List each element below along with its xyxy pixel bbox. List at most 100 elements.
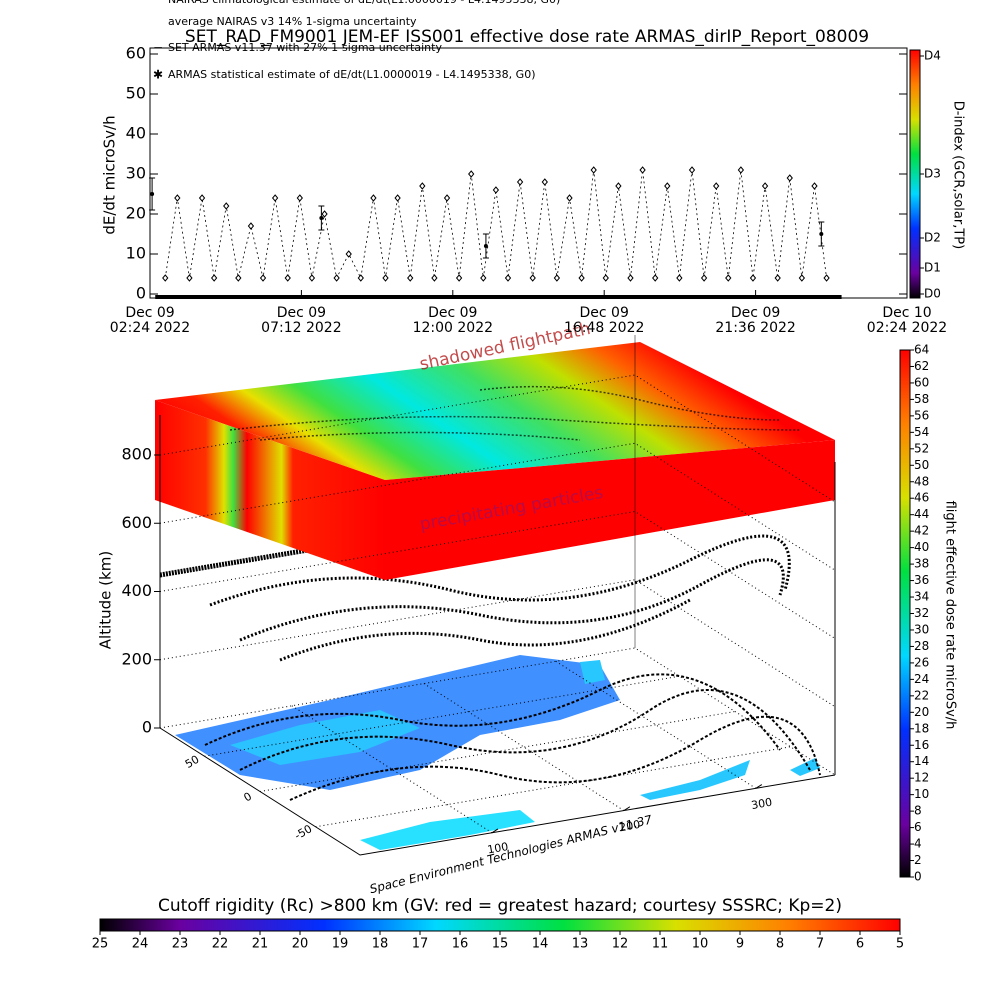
y-tick-label: 0 xyxy=(241,790,254,805)
colorbar-tick-label: 21 xyxy=(252,937,269,952)
flight-track xyxy=(209,534,791,662)
y-tick-label: 10 xyxy=(126,244,146,263)
y-tick-label: 50 xyxy=(183,753,202,771)
series-line xyxy=(164,169,827,280)
colorbar-tick-label: 64 xyxy=(914,343,929,357)
colorbar-tick-label: 10 xyxy=(914,787,929,801)
data-point xyxy=(296,194,303,202)
colorbar-tick-label: 10 xyxy=(692,937,709,952)
colorbar-tick-label: 28 xyxy=(914,639,929,653)
land-shading xyxy=(580,660,605,684)
colorbar-tick-label: 44 xyxy=(914,507,929,521)
x-tick-label: Dec 09 21:36 2022 xyxy=(715,305,796,336)
grid-line xyxy=(259,711,736,792)
data-point xyxy=(284,274,291,282)
data-point xyxy=(333,274,340,282)
x-tick-label: 300 xyxy=(750,796,773,812)
z-tick-label: 400 xyxy=(121,581,152,600)
colorbar-tick-label: D3 xyxy=(924,167,941,181)
x-tick-label: Dec 10 02:24 2022 xyxy=(866,305,948,336)
colorbar-tick-label: 24 xyxy=(914,672,929,686)
data-point xyxy=(455,274,463,282)
colorbar-title: Cutoff rigidity (Rc) >800 km (GV: red = … xyxy=(158,896,842,916)
colorbar-tick-label: 62 xyxy=(914,359,929,373)
chart-title: SET_RAD_FM9001 JEM-EF ISS001 effective d… xyxy=(185,27,869,47)
coverage-bar xyxy=(155,295,842,299)
data-point xyxy=(541,178,548,186)
data-point xyxy=(223,202,230,210)
colorbar xyxy=(899,349,911,878)
plot-frame xyxy=(149,47,908,299)
colorbar-tick-label: 46 xyxy=(914,491,929,505)
data-point xyxy=(443,194,451,202)
data-point xyxy=(798,274,806,282)
grid-line xyxy=(159,374,836,503)
data-point xyxy=(553,274,561,282)
colorbar-tick-label: D1 xyxy=(924,261,941,275)
colorbar-label: flight effective dose rate microSv/h xyxy=(943,501,958,730)
data-point xyxy=(602,274,609,282)
colorbar-tick-label: 14 xyxy=(532,937,549,952)
y-tick-label: 0 xyxy=(136,284,146,303)
data-point xyxy=(162,274,169,282)
colorbar-tick-label: 25 xyxy=(92,937,109,952)
data-point xyxy=(259,274,267,282)
grid-line xyxy=(159,647,836,776)
y-tick-label: 40 xyxy=(126,124,146,143)
colorbar-tick-label: 17 xyxy=(412,937,429,952)
colorbar-tick-label: 0 xyxy=(914,870,922,884)
x-tick xyxy=(755,784,763,789)
legend-label: SET ARMAS v11.37 with 27% 1-sigma uncert… xyxy=(168,41,442,54)
dose-surface xyxy=(385,440,835,580)
data-point xyxy=(308,274,316,282)
colorbar xyxy=(99,918,901,932)
colorbar-tick-label: 12 xyxy=(612,937,629,952)
colorbar-tick-label: 16 xyxy=(452,937,469,952)
dose-surface xyxy=(155,400,385,580)
data-point xyxy=(345,250,352,258)
y-tick-label: 60 xyxy=(126,44,146,63)
colorbar-tick-label: 22 xyxy=(914,688,929,702)
colorbar-tick-label: 60 xyxy=(914,375,929,389)
x-tick-label: Dec 09 02:24 2022 xyxy=(109,305,191,336)
colorbar-tick-label: 8 xyxy=(914,804,922,818)
colorbar-tick-label: 18 xyxy=(372,937,389,952)
z-axis-label: Altitude (km) xyxy=(97,551,115,649)
colorbar-tick-label: D2 xyxy=(924,231,941,245)
x-tick-label: Dec 09 16:48 2022 xyxy=(563,305,645,336)
x-tick xyxy=(623,806,631,811)
data-point xyxy=(516,178,524,186)
data-point xyxy=(761,182,769,190)
y-tick-label: 30 xyxy=(126,164,146,183)
y-tick-label: 20 xyxy=(126,204,146,223)
data-point xyxy=(786,174,793,182)
data-point xyxy=(210,274,218,282)
data-point xyxy=(394,194,401,202)
data-point xyxy=(774,274,781,282)
data-point xyxy=(419,182,426,190)
land-shading xyxy=(360,810,535,850)
legend-symbol: ✱ xyxy=(153,68,163,82)
colorbar-tick-label: 52 xyxy=(914,441,929,455)
annotation: average NAIRAS v3 14% 1-sigma uncertaint… xyxy=(168,15,417,28)
floor-edge xyxy=(159,727,836,856)
colorbar-tick-label: 22 xyxy=(212,937,229,952)
x-tick-label: 200 xyxy=(618,818,641,834)
annotation: NAIRAS climatological estimate of dE/dt(… xyxy=(168,0,560,6)
ground-track xyxy=(204,673,821,801)
data-point xyxy=(150,192,155,196)
colorbar-tick-label: 36 xyxy=(914,573,929,587)
land-shading xyxy=(230,710,420,765)
colorbar-tick-label: 48 xyxy=(914,474,929,488)
grid-line xyxy=(159,579,836,708)
flight-track xyxy=(159,545,321,578)
colorbar-tick-label: 11 xyxy=(652,937,669,952)
data-point xyxy=(639,166,646,174)
data-point xyxy=(382,274,389,282)
colorbar-tick-label: 23 xyxy=(172,937,189,952)
shadow-track xyxy=(229,385,801,441)
colorbar-tick-label: 4 xyxy=(914,837,922,851)
data-point xyxy=(492,186,500,194)
data-point xyxy=(823,274,830,282)
